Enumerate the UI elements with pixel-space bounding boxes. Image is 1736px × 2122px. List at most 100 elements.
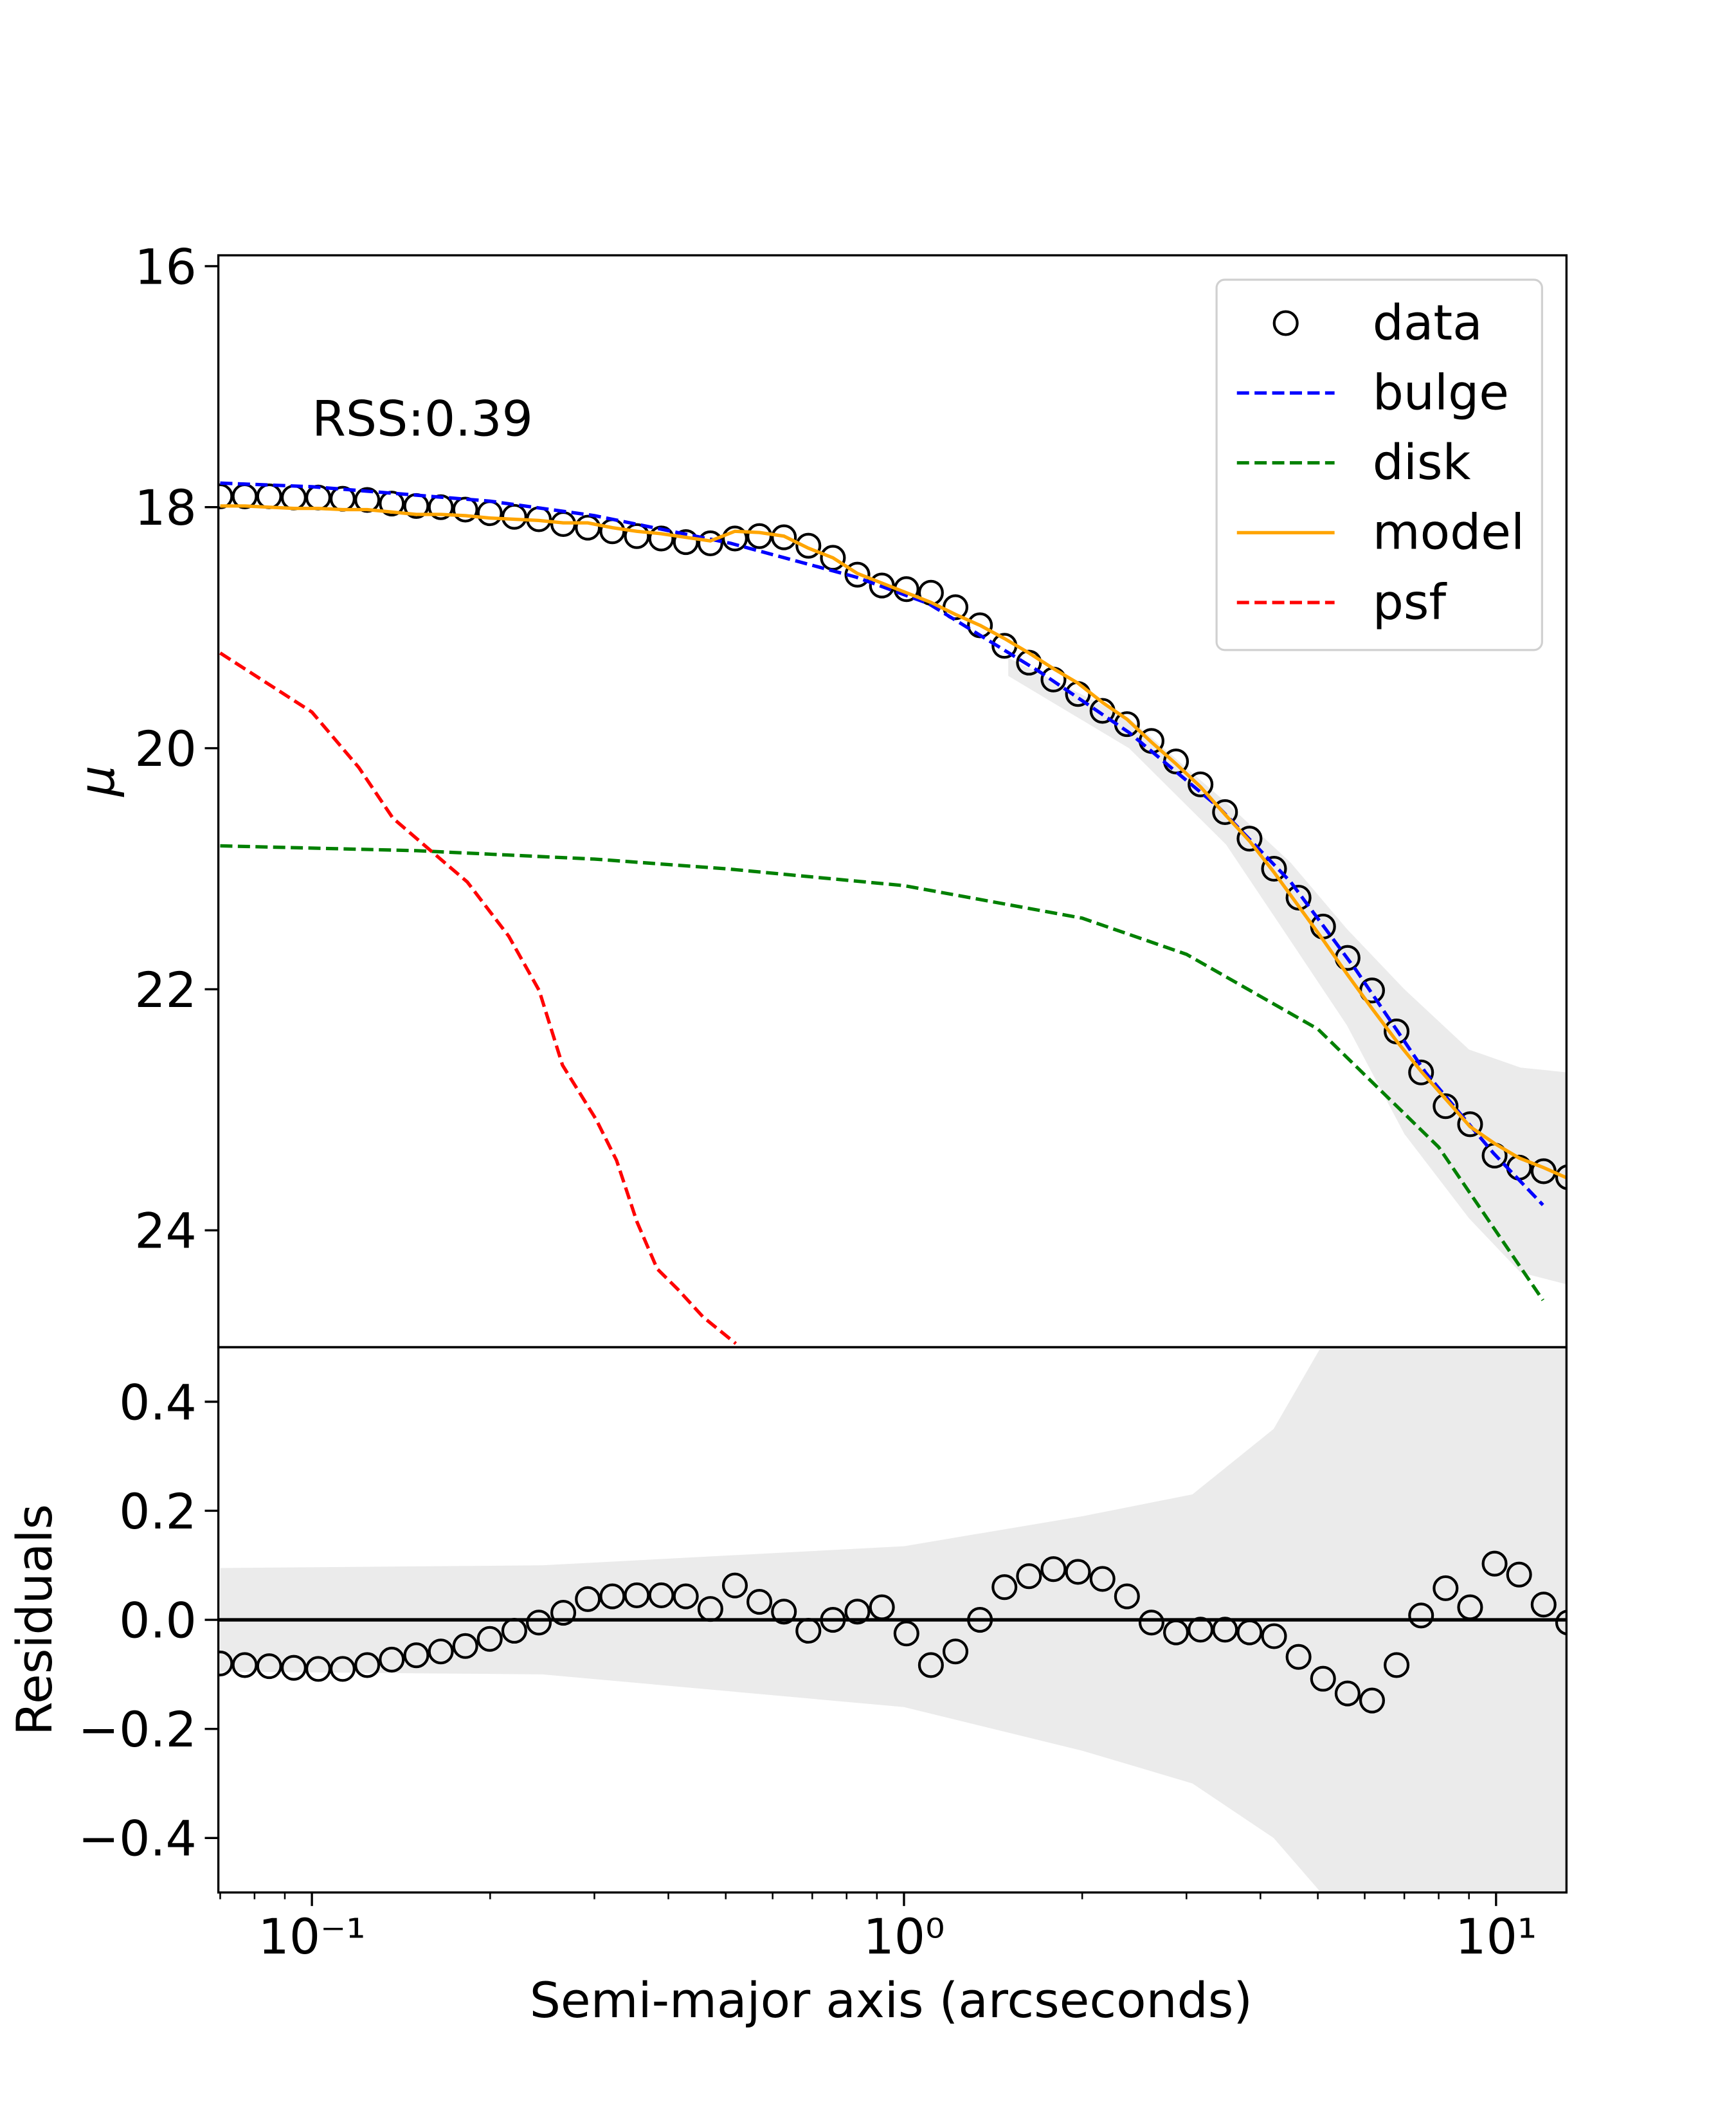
data-point <box>844 1599 871 1625</box>
legend-label: disk <box>1373 434 1471 491</box>
data-point <box>869 572 895 599</box>
data-point <box>1285 1644 1312 1670</box>
data-point <box>746 523 773 549</box>
data-point <box>1188 771 1214 797</box>
y-tick-label: 22 <box>134 962 197 1019</box>
data-point <box>379 1646 405 1673</box>
x-tick-label: 10⁰ <box>863 1909 945 1965</box>
data-point <box>1408 1059 1434 1085</box>
data-point <box>991 1574 1018 1601</box>
data-point <box>795 1617 822 1644</box>
legend-label: psf <box>1373 574 1448 630</box>
x-tick-label: 10¹ <box>1455 1909 1537 1965</box>
data-point <box>501 503 527 530</box>
data-point <box>1359 1687 1386 1714</box>
data-point <box>550 1599 577 1626</box>
legend-label: model <box>1373 504 1524 561</box>
data-point <box>1212 799 1238 825</box>
data-point <box>379 491 405 517</box>
x-axis-label: Semi-major axis (arcseconds) <box>530 1972 1252 2029</box>
axes-frame <box>217 1346 1568 1894</box>
series-line <box>220 504 1567 1180</box>
data-point <box>231 1652 258 1678</box>
data-point <box>1334 1680 1361 1707</box>
data-point <box>428 1638 454 1665</box>
bottom-plot-area <box>218 1347 1567 1893</box>
data-point <box>869 1594 895 1620</box>
data-point <box>1555 1164 1567 1190</box>
y-axis-label: Residuals <box>6 1504 63 1736</box>
data-point <box>697 530 723 557</box>
series-line <box>220 481 1544 1206</box>
y-tick-label: −0.4 <box>78 1811 197 1867</box>
data-point <box>280 1655 307 1681</box>
y-tick-label: 24 <box>134 1203 197 1260</box>
data-point <box>575 514 601 541</box>
data-point <box>746 1589 773 1615</box>
data-point <box>795 532 822 559</box>
data-point <box>354 487 381 513</box>
data-point <box>1555 1610 1567 1636</box>
error-band <box>1008 658 1567 1285</box>
data-point <box>1138 1610 1164 1636</box>
y-tick-label: −0.2 <box>78 1701 197 1758</box>
data-point <box>771 524 797 550</box>
legend-box <box>1215 278 1543 651</box>
data-point <box>329 1656 356 1682</box>
data-point <box>599 518 626 545</box>
data-point <box>844 561 871 588</box>
data-point <box>918 1652 944 1678</box>
data-point <box>1040 1556 1067 1582</box>
y-tick-label: 0.0 <box>119 1592 197 1649</box>
y-tick-label: 18 <box>134 480 197 536</box>
data-point <box>1261 855 1287 882</box>
y-axis-label: μ <box>69 765 125 797</box>
legend: data bulge disk model psf <box>1215 278 1543 651</box>
data-point <box>771 1599 797 1625</box>
data-point <box>673 1583 699 1610</box>
y-tick-label: 16 <box>134 239 197 295</box>
data-point <box>452 496 478 523</box>
data-point <box>1163 1619 1189 1646</box>
data-point <box>1089 1566 1116 1592</box>
data-point <box>648 1582 674 1608</box>
data-point <box>673 529 699 556</box>
data-point <box>721 1572 748 1599</box>
data-point <box>476 1626 503 1652</box>
data-point <box>1212 1617 1238 1643</box>
x-tick-label: 10⁻¹ <box>258 1909 366 1965</box>
data-point <box>820 1607 846 1633</box>
data-point <box>1016 1563 1042 1590</box>
data-point <box>501 1617 527 1644</box>
data-point <box>1114 1583 1140 1610</box>
data-point <box>1457 1594 1483 1620</box>
series-line <box>219 651 737 1345</box>
data-point <box>354 1652 381 1678</box>
data-point <box>697 1596 723 1622</box>
data-point <box>721 525 748 552</box>
y-tick-label: 20 <box>134 721 197 777</box>
data-point <box>1065 1559 1091 1585</box>
data-point <box>218 1650 233 1676</box>
data-point <box>280 484 307 511</box>
data-point <box>1236 826 1263 852</box>
data-point <box>1384 1652 1410 1678</box>
data-point <box>893 1620 919 1647</box>
top-plot-area <box>218 481 1567 1345</box>
data-point <box>575 1586 601 1612</box>
data-point <box>648 525 674 552</box>
annotation: RSS:0.39 <box>312 391 533 448</box>
data-point <box>624 523 650 549</box>
data-point <box>1188 1617 1214 1643</box>
data-point <box>256 483 282 509</box>
data-point <box>1506 1561 1532 1588</box>
legend-label: bulge <box>1373 364 1509 421</box>
data-point <box>1530 1592 1557 1618</box>
data-point <box>1433 1093 1459 1120</box>
data-point <box>526 1610 552 1636</box>
data-point <box>1481 1550 1508 1577</box>
data-point <box>967 1607 993 1633</box>
axes-overlay: 16 18 20 22 24 data bulge disk model psf RSS:0.39 μ… <box>6 239 1568 2029</box>
series-line <box>220 844 1544 1301</box>
